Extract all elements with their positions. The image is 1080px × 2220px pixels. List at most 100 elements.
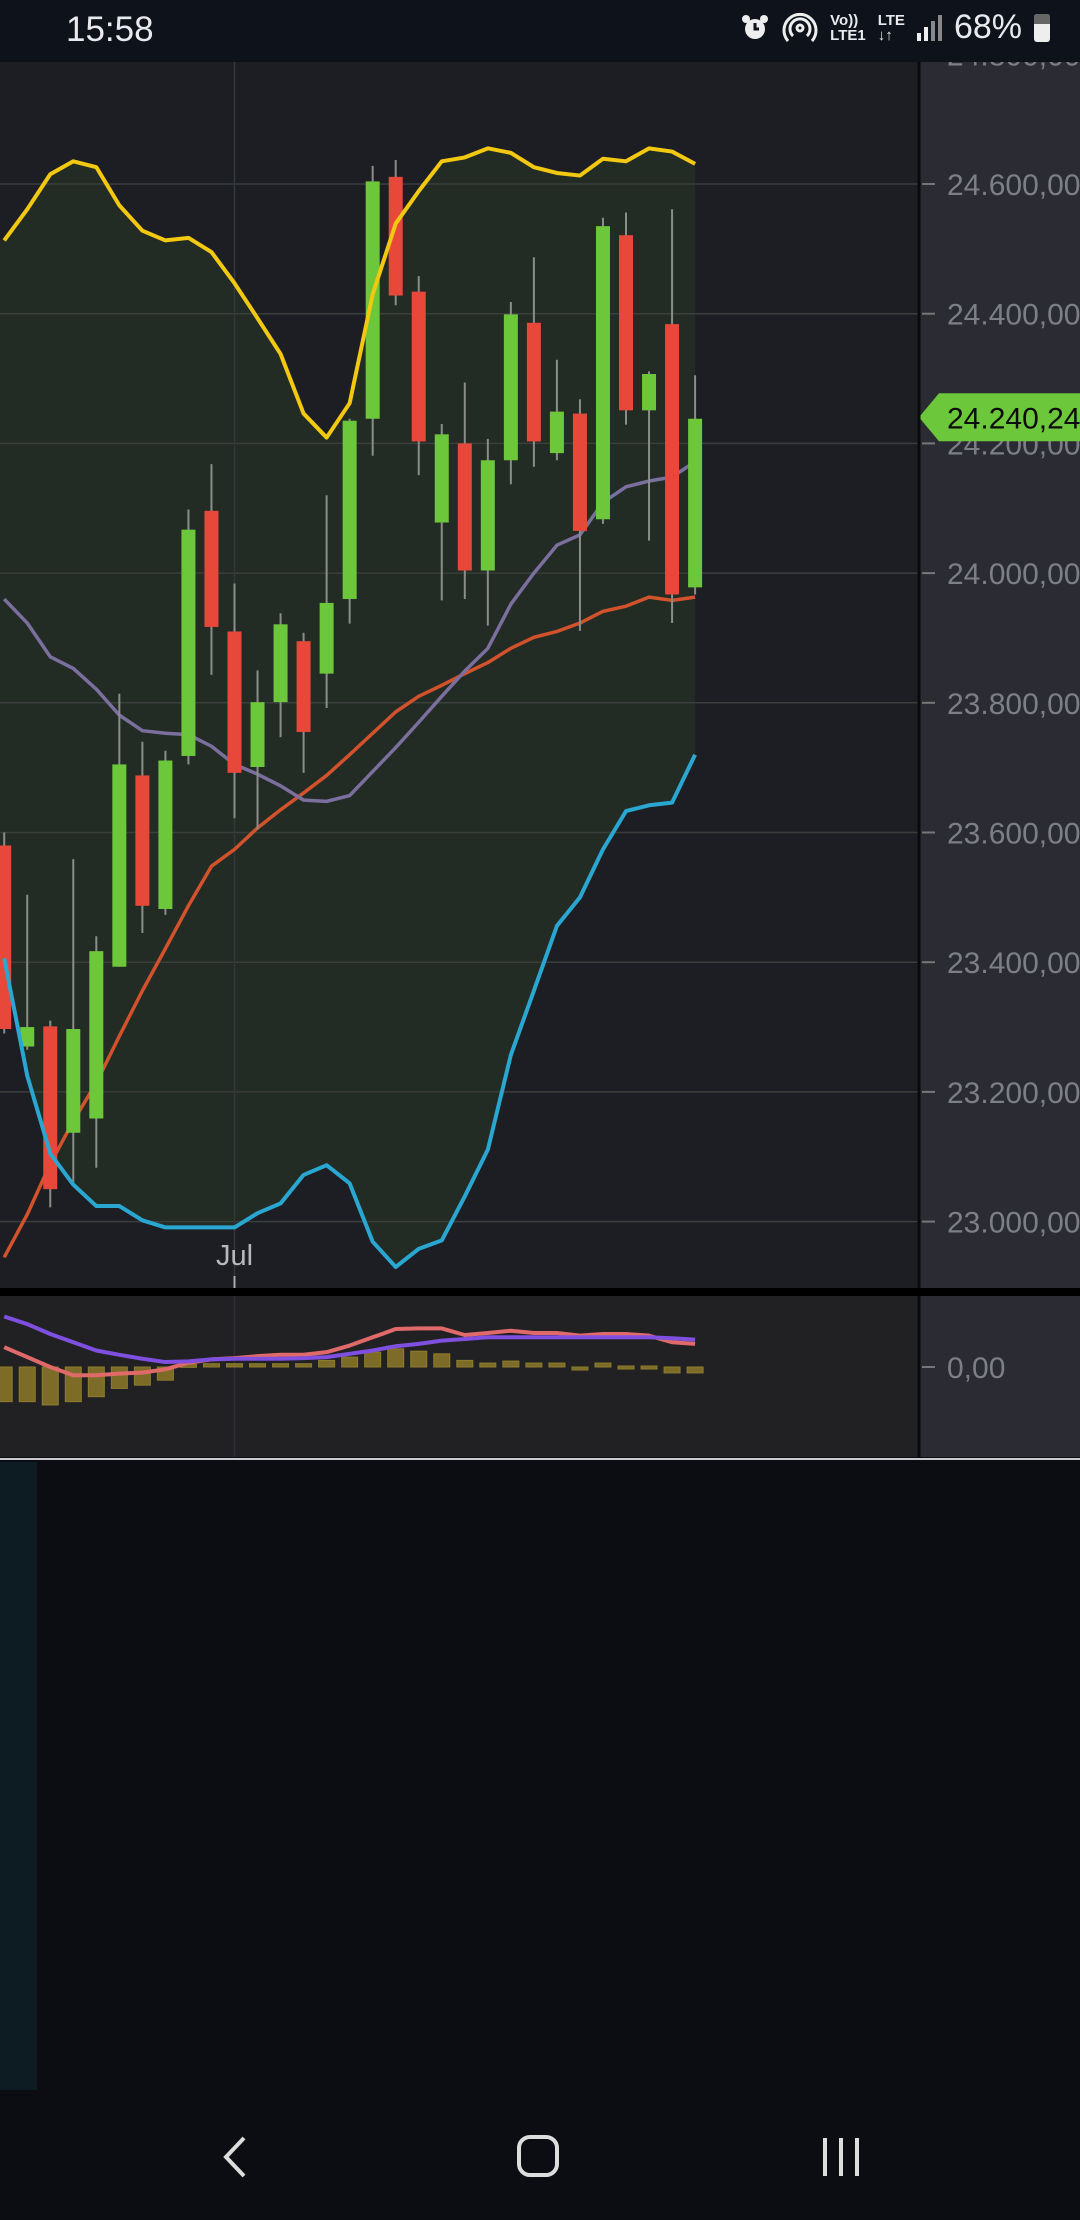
- candle: [411, 276, 426, 476]
- candle: [66, 859, 81, 1185]
- histogram-bar: [640, 1365, 658, 1370]
- candle: [296, 632, 311, 773]
- histogram-bar: [87, 1366, 105, 1398]
- candle-body: [411, 291, 426, 442]
- y-tick-label: 23.800,00: [947, 688, 1080, 721]
- candle: [549, 359, 564, 461]
- candle: [688, 375, 703, 595]
- histogram-bar: [133, 1366, 151, 1386]
- candle: [112, 693, 127, 967]
- histogram-bar: [0, 1366, 13, 1403]
- candle-body: [66, 1028, 81, 1133]
- candle: [20, 894, 35, 1050]
- histogram-bar: [249, 1363, 267, 1368]
- hotspot-icon: [782, 12, 818, 42]
- candle-body: [112, 764, 127, 967]
- candle-body: [503, 314, 518, 461]
- volte-label: Vo)): [830, 11, 859, 29]
- battery-icon: [1034, 13, 1050, 42]
- candle-body: [0, 845, 12, 1029]
- histogram-bar: [410, 1350, 428, 1368]
- candle: [227, 583, 242, 819]
- lte1-label: LTE1: [830, 26, 866, 44]
- candle-body: [642, 374, 657, 411]
- last-price-label: 24.240,24: [947, 402, 1080, 435]
- histogram-bar: [479, 1362, 497, 1368]
- candle-body: [250, 702, 265, 768]
- candle: [503, 302, 518, 485]
- volte-indicator: Vo)) LTE1: [830, 13, 866, 43]
- candle: [434, 423, 449, 601]
- price-axis-panel: [919, 62, 1080, 1288]
- histogram-bar: [318, 1359, 336, 1368]
- candle: [342, 418, 357, 624]
- bollinger-band-fill: [0, 148, 696, 1267]
- candle: [526, 257, 541, 467]
- candle: [204, 464, 219, 675]
- candle-body: [619, 235, 634, 411]
- histogram-bar: [295, 1363, 313, 1368]
- candle-body: [665, 324, 680, 595]
- histogram-bar: [226, 1363, 243, 1368]
- signal-icon: [916, 14, 942, 41]
- home-button[interactable]: [508, 2130, 568, 2184]
- data-arrows-icon: ↓↑: [877, 26, 893, 44]
- candle: [43, 1020, 58, 1208]
- candle-body: [296, 641, 311, 732]
- candle: [480, 438, 495, 626]
- histogram-bar: [341, 1356, 359, 1368]
- candle: [158, 750, 173, 915]
- candle: [89, 936, 104, 1168]
- histogram-bar: [548, 1362, 566, 1368]
- histogram-bar: [502, 1360, 520, 1368]
- candle: [572, 399, 587, 631]
- histogram-bar: [663, 1366, 681, 1374]
- candle-body: [342, 420, 357, 600]
- candle: [135, 741, 150, 934]
- candle-body: [526, 322, 541, 442]
- below-chart: [0, 1460, 1080, 1462]
- candle-body: [43, 1026, 58, 1190]
- y-tick-label: 24.400,00: [947, 299, 1080, 332]
- y-tick-label: 23.000,00: [947, 1207, 1080, 1240]
- bollinger-upper-line: [2, 146, 697, 440]
- candle-body: [572, 413, 587, 531]
- candle-body: [135, 775, 150, 906]
- candle: [665, 209, 680, 624]
- candle-body: [388, 176, 403, 296]
- candle-body: [273, 624, 288, 703]
- macd-line: [3, 1314, 696, 1365]
- candle: [388, 160, 403, 306]
- candle-body: [319, 602, 334, 674]
- macd-background: [0, 1296, 919, 1457]
- macd-y-tick-label: 0,00: [947, 1352, 1005, 1385]
- candle-body: [480, 460, 495, 571]
- candle: [457, 382, 472, 600]
- histogram-bar: [41, 1366, 59, 1406]
- back-button[interactable]: [206, 2130, 266, 2184]
- candle-body: [158, 760, 173, 910]
- candle-body: [595, 226, 610, 520]
- candle: [319, 495, 334, 708]
- alarm-icon: [742, 14, 769, 39]
- candle: [181, 509, 196, 765]
- histogram-bar: [617, 1365, 635, 1370]
- candle-body: [89, 951, 104, 1119]
- candle: [273, 613, 288, 738]
- price-chart[interactable]: 24.800,0024.600,0024.400,0024.200,0024.0…: [0, 62, 1080, 1462]
- lte-label: LTE: [877, 11, 905, 29]
- histogram-bar: [686, 1366, 704, 1374]
- candle-body: [20, 1027, 35, 1047]
- status-bar: 15:58 Vo)) LTE1 LTE ↓↑ 68%: [0, 0, 1080, 62]
- candle-body: [434, 434, 449, 523]
- histogram-bar: [525, 1362, 543, 1368]
- recents-button[interactable]: [811, 2130, 871, 2184]
- candle: [0, 832, 12, 1034]
- lte-indicator: LTE ↓↑: [878, 13, 905, 43]
- side-panel-edge: [0, 1462, 37, 2090]
- candle: [595, 217, 610, 524]
- candle-body: [181, 529, 196, 756]
- bollinger-lower-line: [2, 753, 697, 1269]
- y-tick-label: 24.600,00: [947, 169, 1080, 202]
- histogram-bar: [594, 1362, 612, 1368]
